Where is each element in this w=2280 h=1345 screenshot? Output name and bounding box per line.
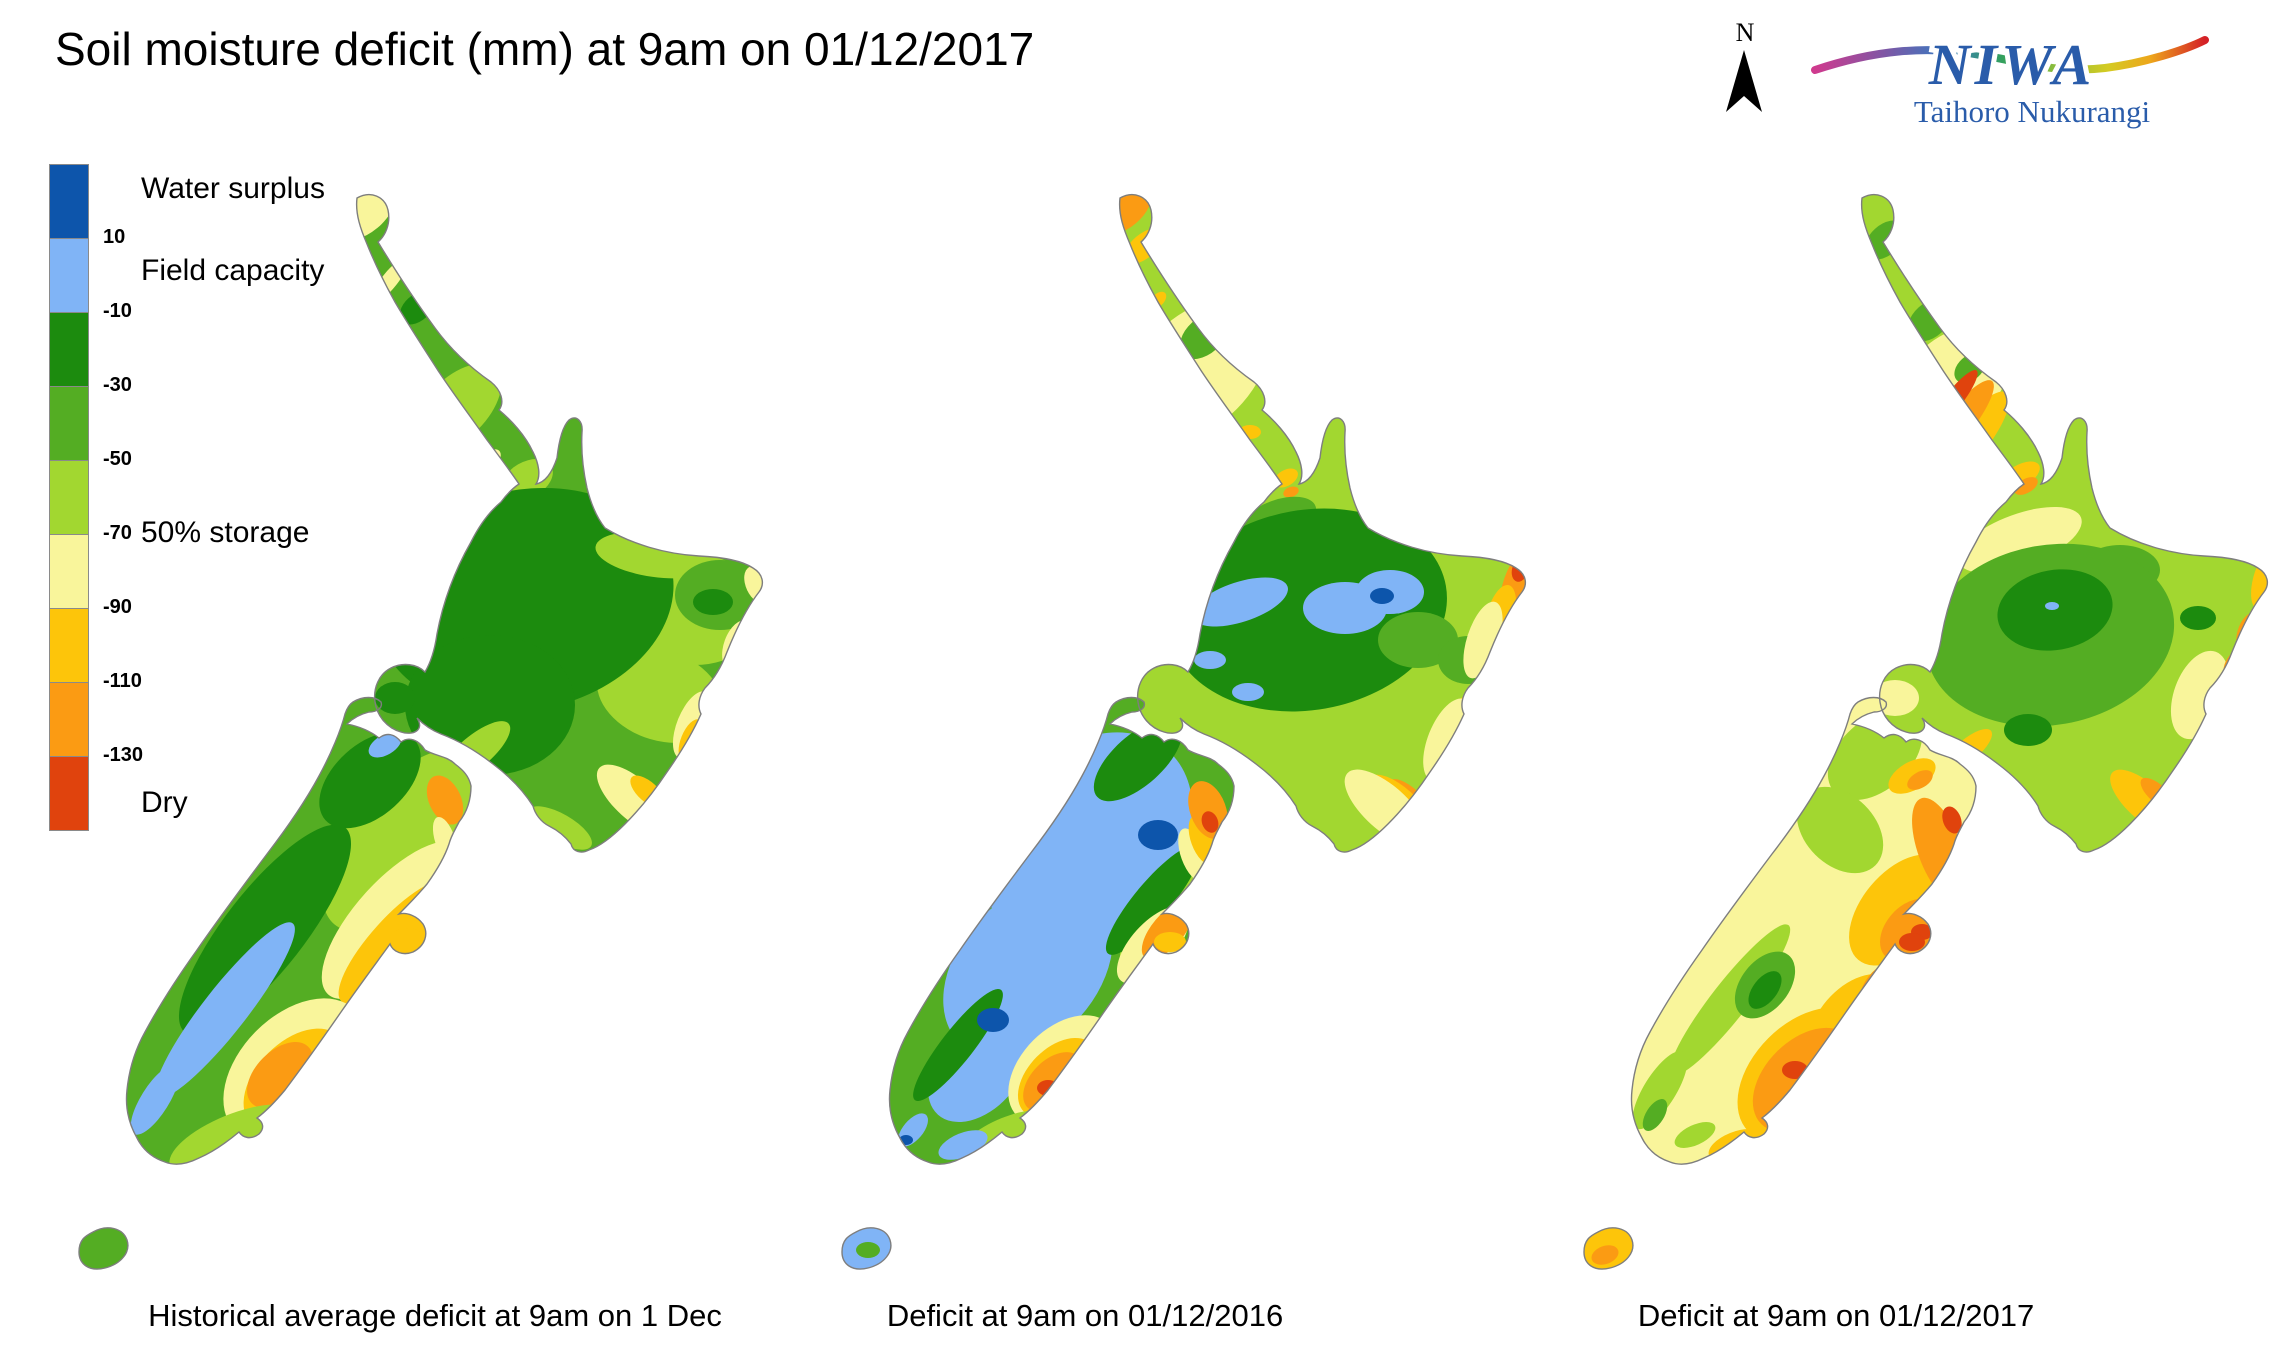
north-arrow-icon	[1726, 50, 1762, 112]
legend-tick: -130	[103, 744, 144, 766]
legend-cell-o1	[50, 683, 88, 757]
legend-cell-r1	[50, 757, 88, 830]
legend-tick: -50	[103, 448, 132, 470]
legend-tick: -90	[103, 596, 132, 618]
legend-tick: 10	[103, 226, 126, 248]
nz-map-1	[78, 193, 764, 1270]
legend-cell-y1	[50, 535, 88, 609]
figure-title: Soil moisture deficit (mm) at 9am on 01/…	[55, 23, 1035, 75]
legend-annotation: 50% storage	[141, 516, 310, 549]
legend-tick: -10	[103, 300, 132, 322]
legend-cell-g2	[50, 387, 88, 461]
niwa-logo-tagline: Taihoro Nukurangi	[1913, 94, 2151, 129]
legend-cell-surplus	[50, 165, 88, 239]
legend-annotation: Field capacity	[141, 254, 325, 287]
map-panel-1: Historical average deficit at 9am on 1 D…	[75, 140, 815, 1345]
map-caption: Historical average deficit at 9am on 1 D…	[148, 1298, 722, 1333]
legend-colorbar	[49, 164, 89, 831]
legend-annotation: Water surplus	[141, 172, 325, 205]
map-caption: Deficit at 9am on 01/12/2016	[886, 1298, 1284, 1333]
legend-cell-g3	[50, 461, 88, 535]
niwa-logo: NIWA	[1811, 27, 2209, 102]
map-panel-3: Deficit at 9am on 01/12/2017	[1580, 140, 2280, 1345]
legend-cell-g1	[50, 313, 88, 387]
legend-annotation: Dry	[141, 786, 188, 819]
legend-cell-field	[50, 239, 88, 313]
legend-tick: -30	[103, 374, 132, 396]
nz-map-2	[841, 193, 1527, 1270]
nz-map-3	[1583, 193, 2269, 1270]
map-caption: Deficit at 9am on 01/12/2017	[1637, 1298, 2035, 1333]
map-panel-2: Deficit at 9am on 01/12/2016	[838, 140, 1578, 1345]
north-arrow-label: N	[1735, 18, 1755, 47]
legend-tick: -110	[103, 670, 142, 692]
legend-cell-y2	[50, 609, 88, 683]
legend-tick: -70	[103, 522, 132, 544]
legend: 10 -10 -30 -50 -70 -90 -110 -130 Water surplus F…	[49, 164, 349, 854]
niwa-logo-wave	[1811, 36, 2209, 74]
niwa-logo-text: NIWA	[1928, 32, 2095, 97]
